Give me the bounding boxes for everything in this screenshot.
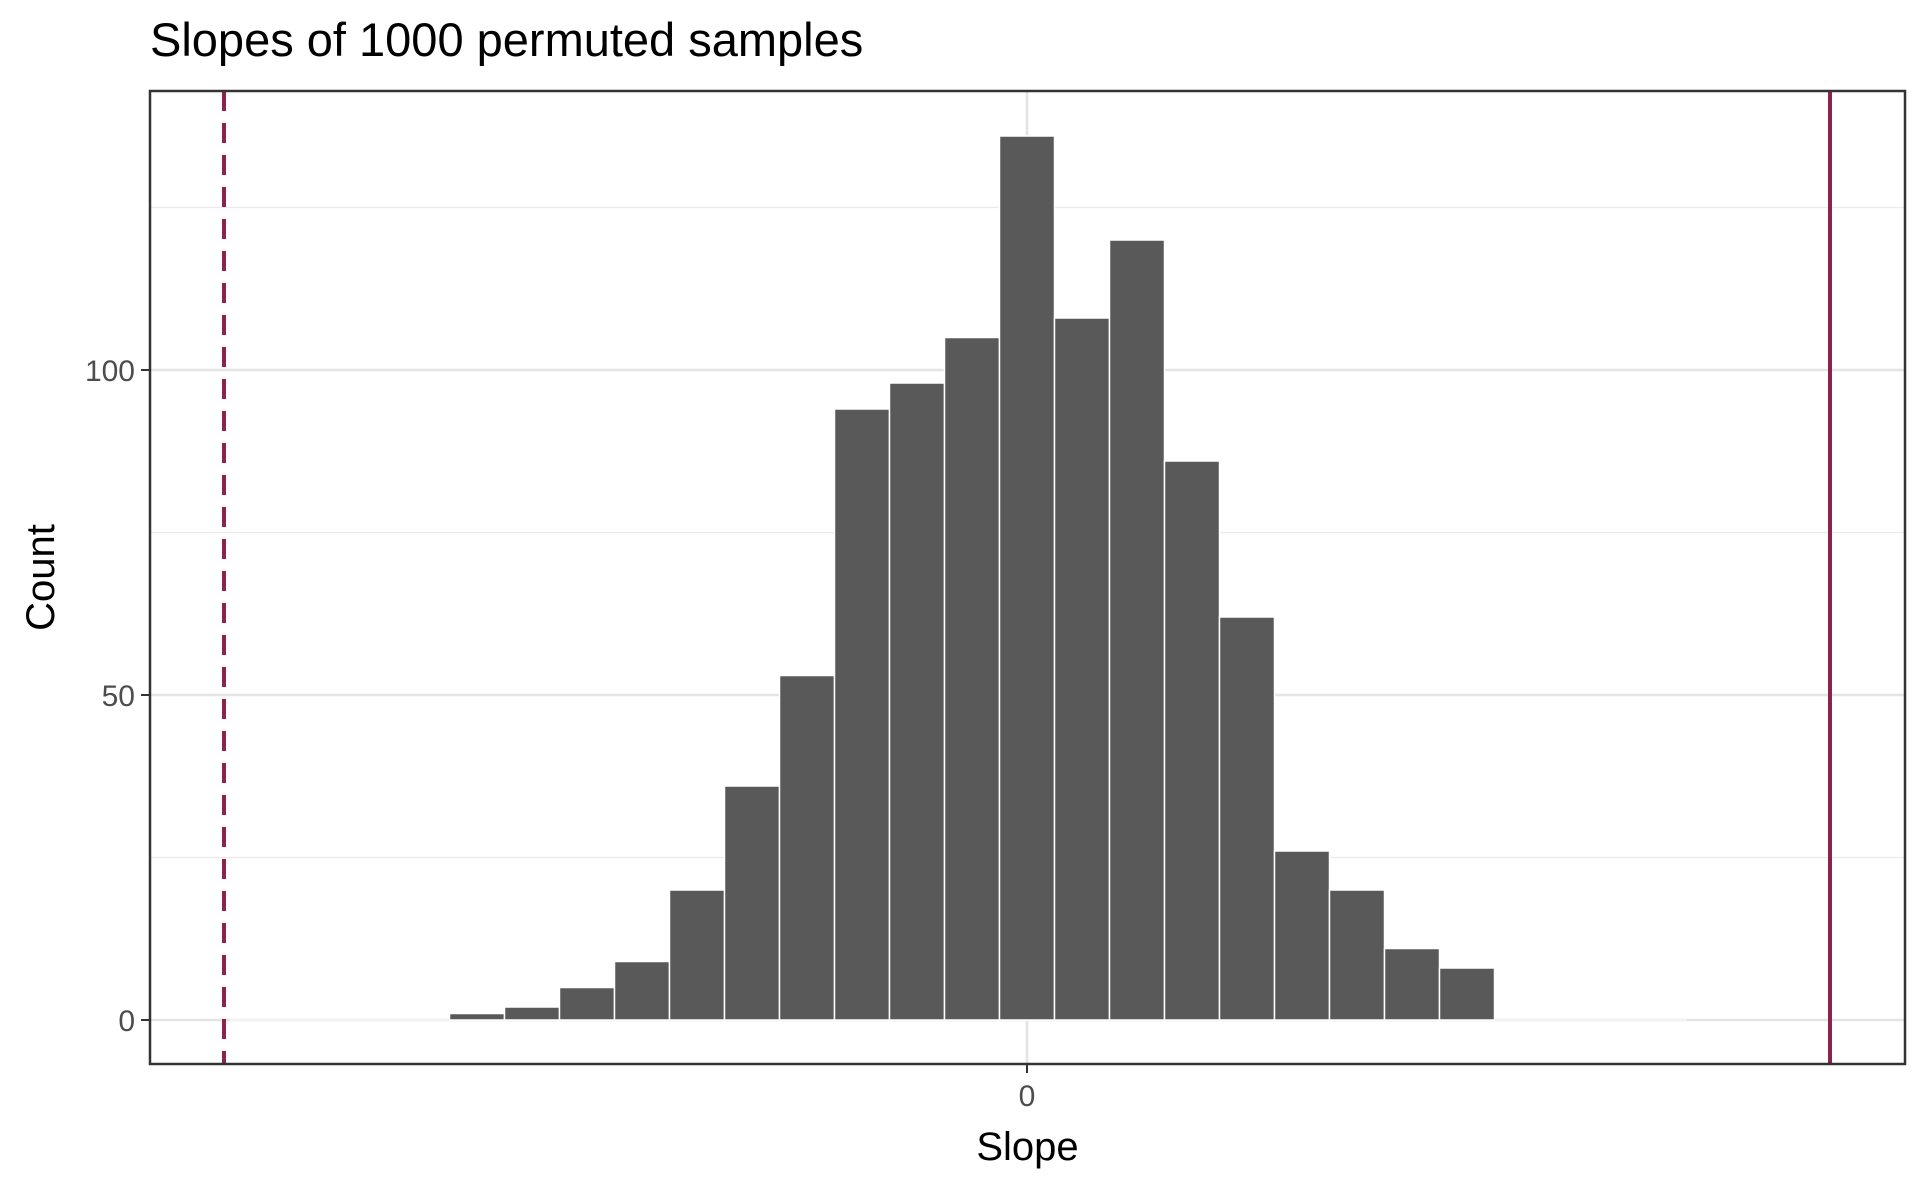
x-axis-ticks: 0 bbox=[1019, 1064, 1036, 1113]
histogram-bar bbox=[1383, 947, 1441, 1021]
histogram-bar bbox=[1328, 889, 1386, 1021]
y-axis-title: Count bbox=[19, 524, 63, 631]
histogram-bar bbox=[1438, 967, 1496, 1021]
y-tick-label: 0 bbox=[118, 1005, 135, 1038]
histogram-bar bbox=[943, 336, 1001, 1021]
histogram-bar bbox=[558, 986, 616, 1021]
histogram-bars bbox=[229, 135, 1687, 1021]
histogram-bar bbox=[833, 408, 891, 1021]
histogram-bar bbox=[888, 382, 946, 1021]
histogram-bar bbox=[613, 960, 671, 1021]
histogram-bar bbox=[1053, 317, 1111, 1021]
histogram-bar bbox=[998, 135, 1056, 1021]
histogram-bar bbox=[723, 785, 781, 1021]
histogram-bar bbox=[448, 1012, 506, 1021]
histogram-bar bbox=[1163, 460, 1221, 1021]
y-tick-label: 100 bbox=[85, 355, 135, 388]
histogram-bar bbox=[778, 674, 836, 1021]
histogram-bar bbox=[1108, 239, 1166, 1021]
reference-lines bbox=[222, 91, 1832, 1064]
histogram-bar bbox=[503, 1006, 561, 1021]
histogram-bar bbox=[668, 889, 726, 1021]
histogram-bar bbox=[1218, 616, 1276, 1021]
y-tick-label: 50 bbox=[102, 680, 135, 713]
y-axis-ticks: 0 50 100 bbox=[85, 355, 150, 1038]
histogram-bar bbox=[1273, 850, 1331, 1021]
x-axis-title: Slope bbox=[976, 1125, 1078, 1169]
x-tick-label: 0 bbox=[1019, 1080, 1036, 1113]
chart-title: Slopes of 1000 permuted samples bbox=[150, 13, 864, 66]
